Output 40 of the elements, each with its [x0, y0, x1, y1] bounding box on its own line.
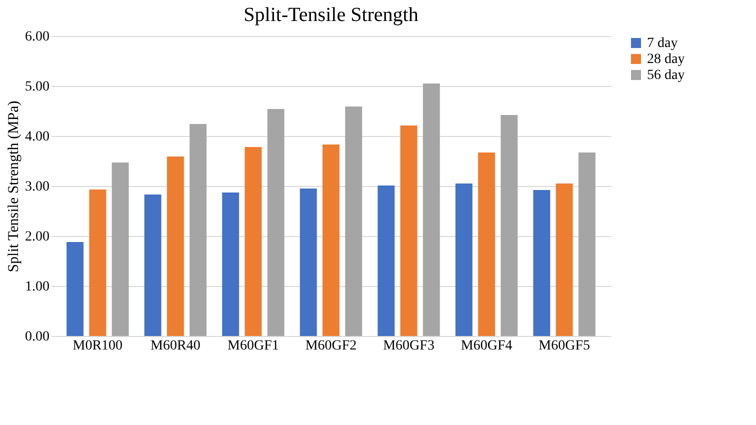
legend-label: 7 day	[647, 36, 678, 51]
bar	[300, 188, 317, 336]
legend-label: 28 day	[647, 52, 685, 67]
x-tick-label: M60R40	[150, 338, 200, 354]
bar	[422, 84, 440, 336]
y-tick-label: 0.00	[25, 330, 50, 344]
bar	[89, 190, 106, 336]
bar	[345, 106, 362, 336]
bar	[66, 242, 84, 336]
bar	[322, 144, 340, 336]
bar	[378, 186, 395, 336]
bar	[222, 192, 240, 336]
x-tick-label: M60GF5	[538, 338, 590, 354]
bar	[400, 126, 418, 336]
bar	[112, 162, 129, 336]
y-tick-label: 3.00	[25, 180, 50, 194]
bar	[578, 152, 596, 336]
y-axis-title: Split Tensile Strength (MPa)	[6, 100, 22, 272]
bar	[190, 124, 207, 336]
x-tick-label: M0R100	[72, 338, 123, 354]
bar	[455, 184, 472, 336]
y-tick-label: 1.00	[25, 280, 50, 294]
x-tick-label: M60GF3	[383, 338, 434, 354]
y-tick-label: 4.00	[25, 130, 50, 144]
bar	[556, 184, 573, 336]
chart-title: Split-Tensile Strength	[244, 4, 418, 26]
bar	[244, 147, 262, 336]
y-tick-label: 5.00	[25, 80, 50, 94]
bar	[166, 156, 184, 336]
bar	[533, 190, 550, 336]
x-tick-label: M60GF2	[305, 338, 357, 354]
legend-label: 56 day	[647, 68, 685, 83]
x-tick-label: M60GF1	[228, 338, 279, 354]
y-tick-label: 6.00	[25, 30, 50, 44]
bar	[500, 115, 518, 336]
x-tick-label: M60GF4	[460, 338, 512, 354]
bar	[144, 194, 162, 336]
bar	[478, 152, 496, 336]
bar	[267, 109, 284, 336]
y-tick-label: 2.00	[25, 230, 50, 244]
